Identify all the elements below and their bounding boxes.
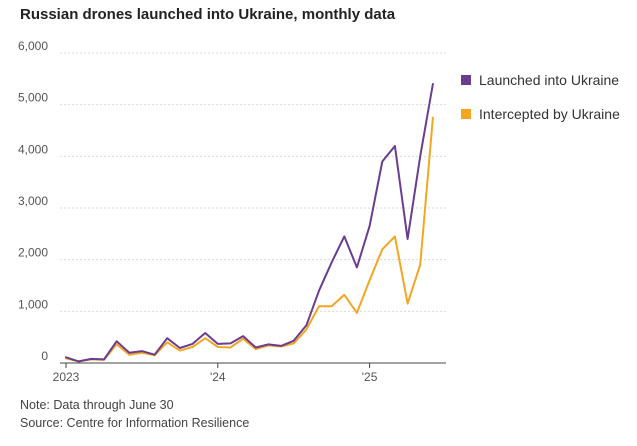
y-tick-label: 6,000 — [18, 39, 48, 53]
gridlines — [60, 52, 446, 312]
legend-swatch-intercepted — [461, 109, 471, 119]
series-lines — [65, 83, 434, 363]
series-line-launched — [65, 83, 434, 363]
y-axis-labels: 0 1,000 2,000 3,000 4,000 5,000 6,000 — [18, 39, 48, 363]
x-tick-label: 2023 — [53, 370, 80, 384]
legend-item-intercepted: Intercepted by Ukraine — [461, 106, 620, 122]
legend-label-intercepted: Intercepted by Ukraine — [479, 106, 620, 122]
y-tick-label: 0 — [41, 349, 48, 363]
y-tick-label: 4,000 — [18, 142, 48, 156]
legend-item-launched: Launched into Ukraine — [461, 72, 619, 88]
y-tick-label: 5,000 — [18, 91, 48, 105]
x-tick-label: '24 — [210, 370, 226, 384]
x-axis: 2023 '24 '25 — [53, 362, 446, 384]
y-tick-label: 2,000 — [18, 246, 48, 260]
y-tick-label: 1,000 — [18, 297, 48, 311]
series-line-intercepted — [65, 116, 434, 363]
chart-source: Source: Centre for Information Resilienc… — [20, 416, 250, 430]
legend-label-launched: Launched into Ukraine — [479, 72, 620, 88]
chart-note: Note: Data through June 30 — [20, 398, 174, 412]
legend-swatch-launched — [461, 75, 471, 85]
chart-title: Russian drones launched into Ukraine, mo… — [20, 6, 396, 23]
y-tick-label: 3,000 — [18, 194, 48, 208]
x-tick-label: '25 — [362, 370, 378, 384]
